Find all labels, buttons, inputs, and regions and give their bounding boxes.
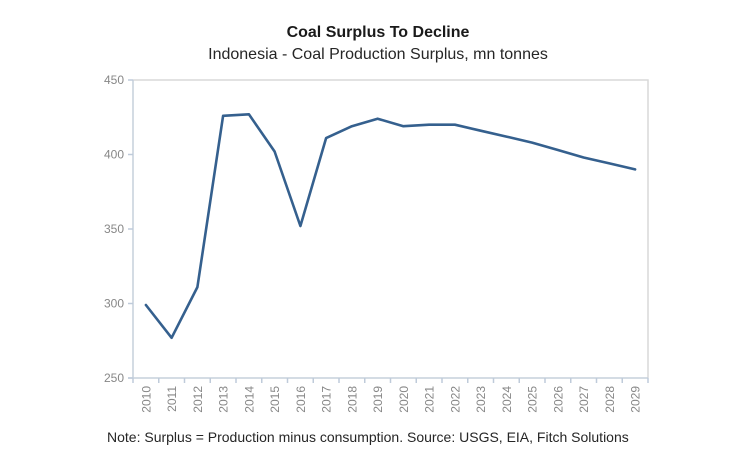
x-axis-label: 2025	[526, 386, 540, 413]
chart-subtitle: Indonesia - Coal Production Surplus, mn …	[208, 46, 548, 63]
x-axis-label: 2017	[320, 386, 334, 413]
x-axis-label: 2013	[217, 386, 231, 413]
x-axis-label: 2020	[397, 386, 411, 413]
y-axis-label: 350	[104, 222, 124, 236]
source-note: Note: Surplus = Production minus consump…	[107, 429, 629, 445]
y-axis-label: 300	[104, 297, 124, 311]
x-axis-label: 2018	[345, 386, 359, 413]
plot-border	[133, 79, 649, 378]
x-axis-label: 2016	[294, 386, 308, 413]
x-axis-label: 2023	[474, 386, 488, 413]
surplus-line	[144, 113, 637, 340]
x-axis-label: 2011	[165, 386, 179, 412]
x-axis-label: 2022	[448, 386, 462, 413]
x-axis-label: 2028	[603, 386, 617, 413]
x-axis-label: 2019	[371, 386, 385, 413]
x-axis-label: 2015	[268, 386, 282, 413]
x-axis-label: 2029	[629, 386, 643, 413]
y-axis-label: 400	[104, 148, 124, 162]
y-axis-label: 250	[104, 371, 124, 385]
x-axis-label: 2010	[139, 386, 153, 413]
x-axis-label: 2027	[577, 386, 591, 413]
x-axis-label: 2012	[191, 386, 205, 413]
chart-title: Coal Surplus To Decline	[286, 24, 470, 41]
x-axis-label: 2021	[423, 386, 437, 413]
y-axis-label: 450	[104, 73, 124, 87]
x-axis-label: 2014	[242, 386, 256, 413]
x-axis-label: 2026	[551, 386, 565, 413]
x-axis-label: 2024	[500, 386, 514, 413]
